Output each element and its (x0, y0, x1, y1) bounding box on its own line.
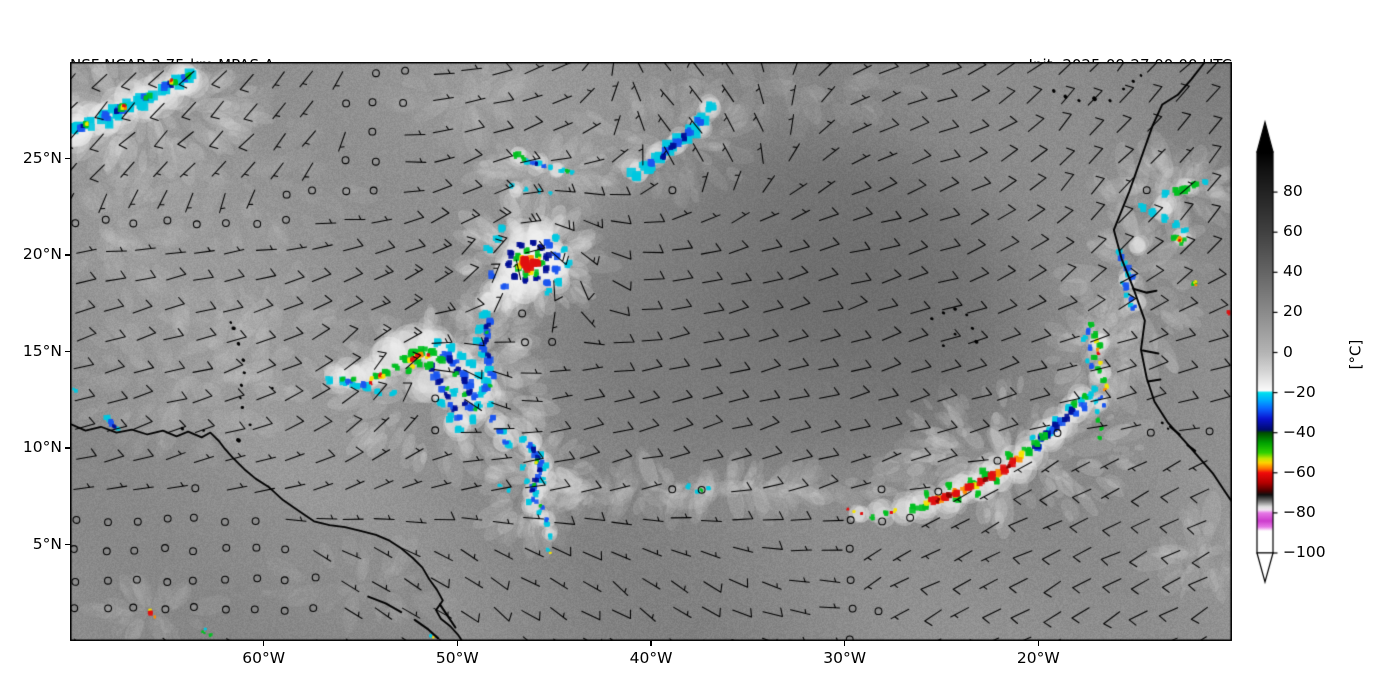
colorbar-units-label: [°C] (1346, 339, 1365, 370)
lat-tick-mark (64, 447, 70, 449)
colorbar-tick-label: 80 (1283, 182, 1303, 201)
lat-tick-label: 10°N (22, 438, 62, 456)
lat-tick-mark (64, 350, 70, 353)
lon-tick-label: 50°W (435, 649, 479, 667)
lon-tick-label: 60°W (242, 649, 286, 667)
lat-tick-mark (64, 543, 70, 546)
lon-tick-label: 20°W (1016, 649, 1060, 667)
colorbar-tick-label: 0 (1283, 342, 1293, 361)
colorbar-tick-label: −20 (1283, 382, 1316, 401)
map-canvas (70, 62, 1232, 641)
colorbar-tick-label: 20 (1283, 302, 1303, 321)
colorbar-tick-label: 60 (1283, 222, 1303, 241)
colorbar-tick-label: −80 (1283, 502, 1316, 521)
lon-tick-mark (262, 641, 265, 646)
colorbar-tick-label: −100 (1283, 543, 1326, 561)
lon-tick-mark (843, 641, 846, 646)
colorbar-canvas (1248, 112, 1284, 592)
lat-tick-mark (64, 157, 70, 160)
lon-tick-mark (1037, 641, 1040, 646)
lon-tick-mark (456, 641, 459, 646)
lon-tick-label: 30°W (823, 649, 867, 667)
colorbar-tick-label: −60 (1283, 462, 1316, 481)
colorbar-tick-label: 40 (1283, 262, 1303, 281)
lon-tick-mark (650, 641, 652, 646)
lat-tick-label: 5°N (32, 534, 62, 553)
lat-tick-mark (64, 254, 70, 256)
lat-tick-label: 20°N (22, 245, 62, 263)
lon-tick-label: 40°W (629, 649, 673, 667)
lat-tick-label: 15°N (22, 341, 62, 360)
colorbar-tick-label: −40 (1283, 422, 1316, 441)
lat-tick-label: 25°N (22, 148, 62, 167)
